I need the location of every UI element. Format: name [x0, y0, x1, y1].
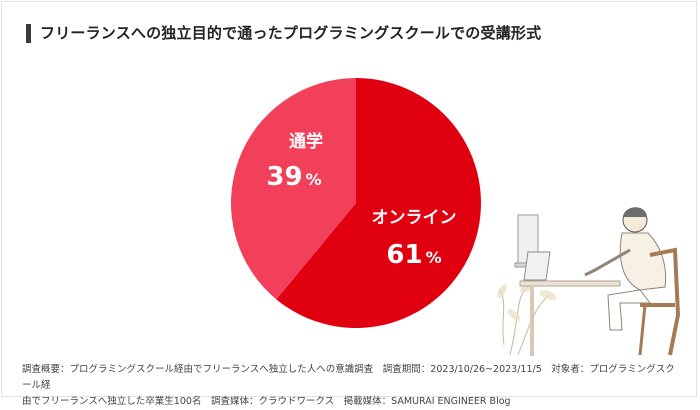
person-at-computer-illustration — [496, 207, 681, 356]
slice-label-name-0: オンライン — [372, 208, 457, 228]
card-frame — [1, 1, 697, 397]
pie-slice-1 — [231, 78, 356, 300]
footnote-line-2: 由でフリーランスへ独立した卒業生100名 調査媒体：クラウドワークス 掲載媒体：… — [22, 396, 511, 407]
chart-title: フリーランスへの独立目的で通ったプログラミングスクールでの受講形式 — [40, 24, 542, 42]
pie-slice-0 — [276, 78, 481, 329]
title-accent-bar — [26, 24, 31, 43]
slice-label-name-1: 通学 — [289, 131, 323, 152]
survey-footnote: 調査概要：プログラミングスクール経由でフリーランスへ独立した人への意識調査 調査… — [22, 362, 682, 410]
footnote-line-1: 調査概要：プログラミングスクール経由でフリーランスへ独立した人への意識調査 調査… — [22, 364, 675, 391]
